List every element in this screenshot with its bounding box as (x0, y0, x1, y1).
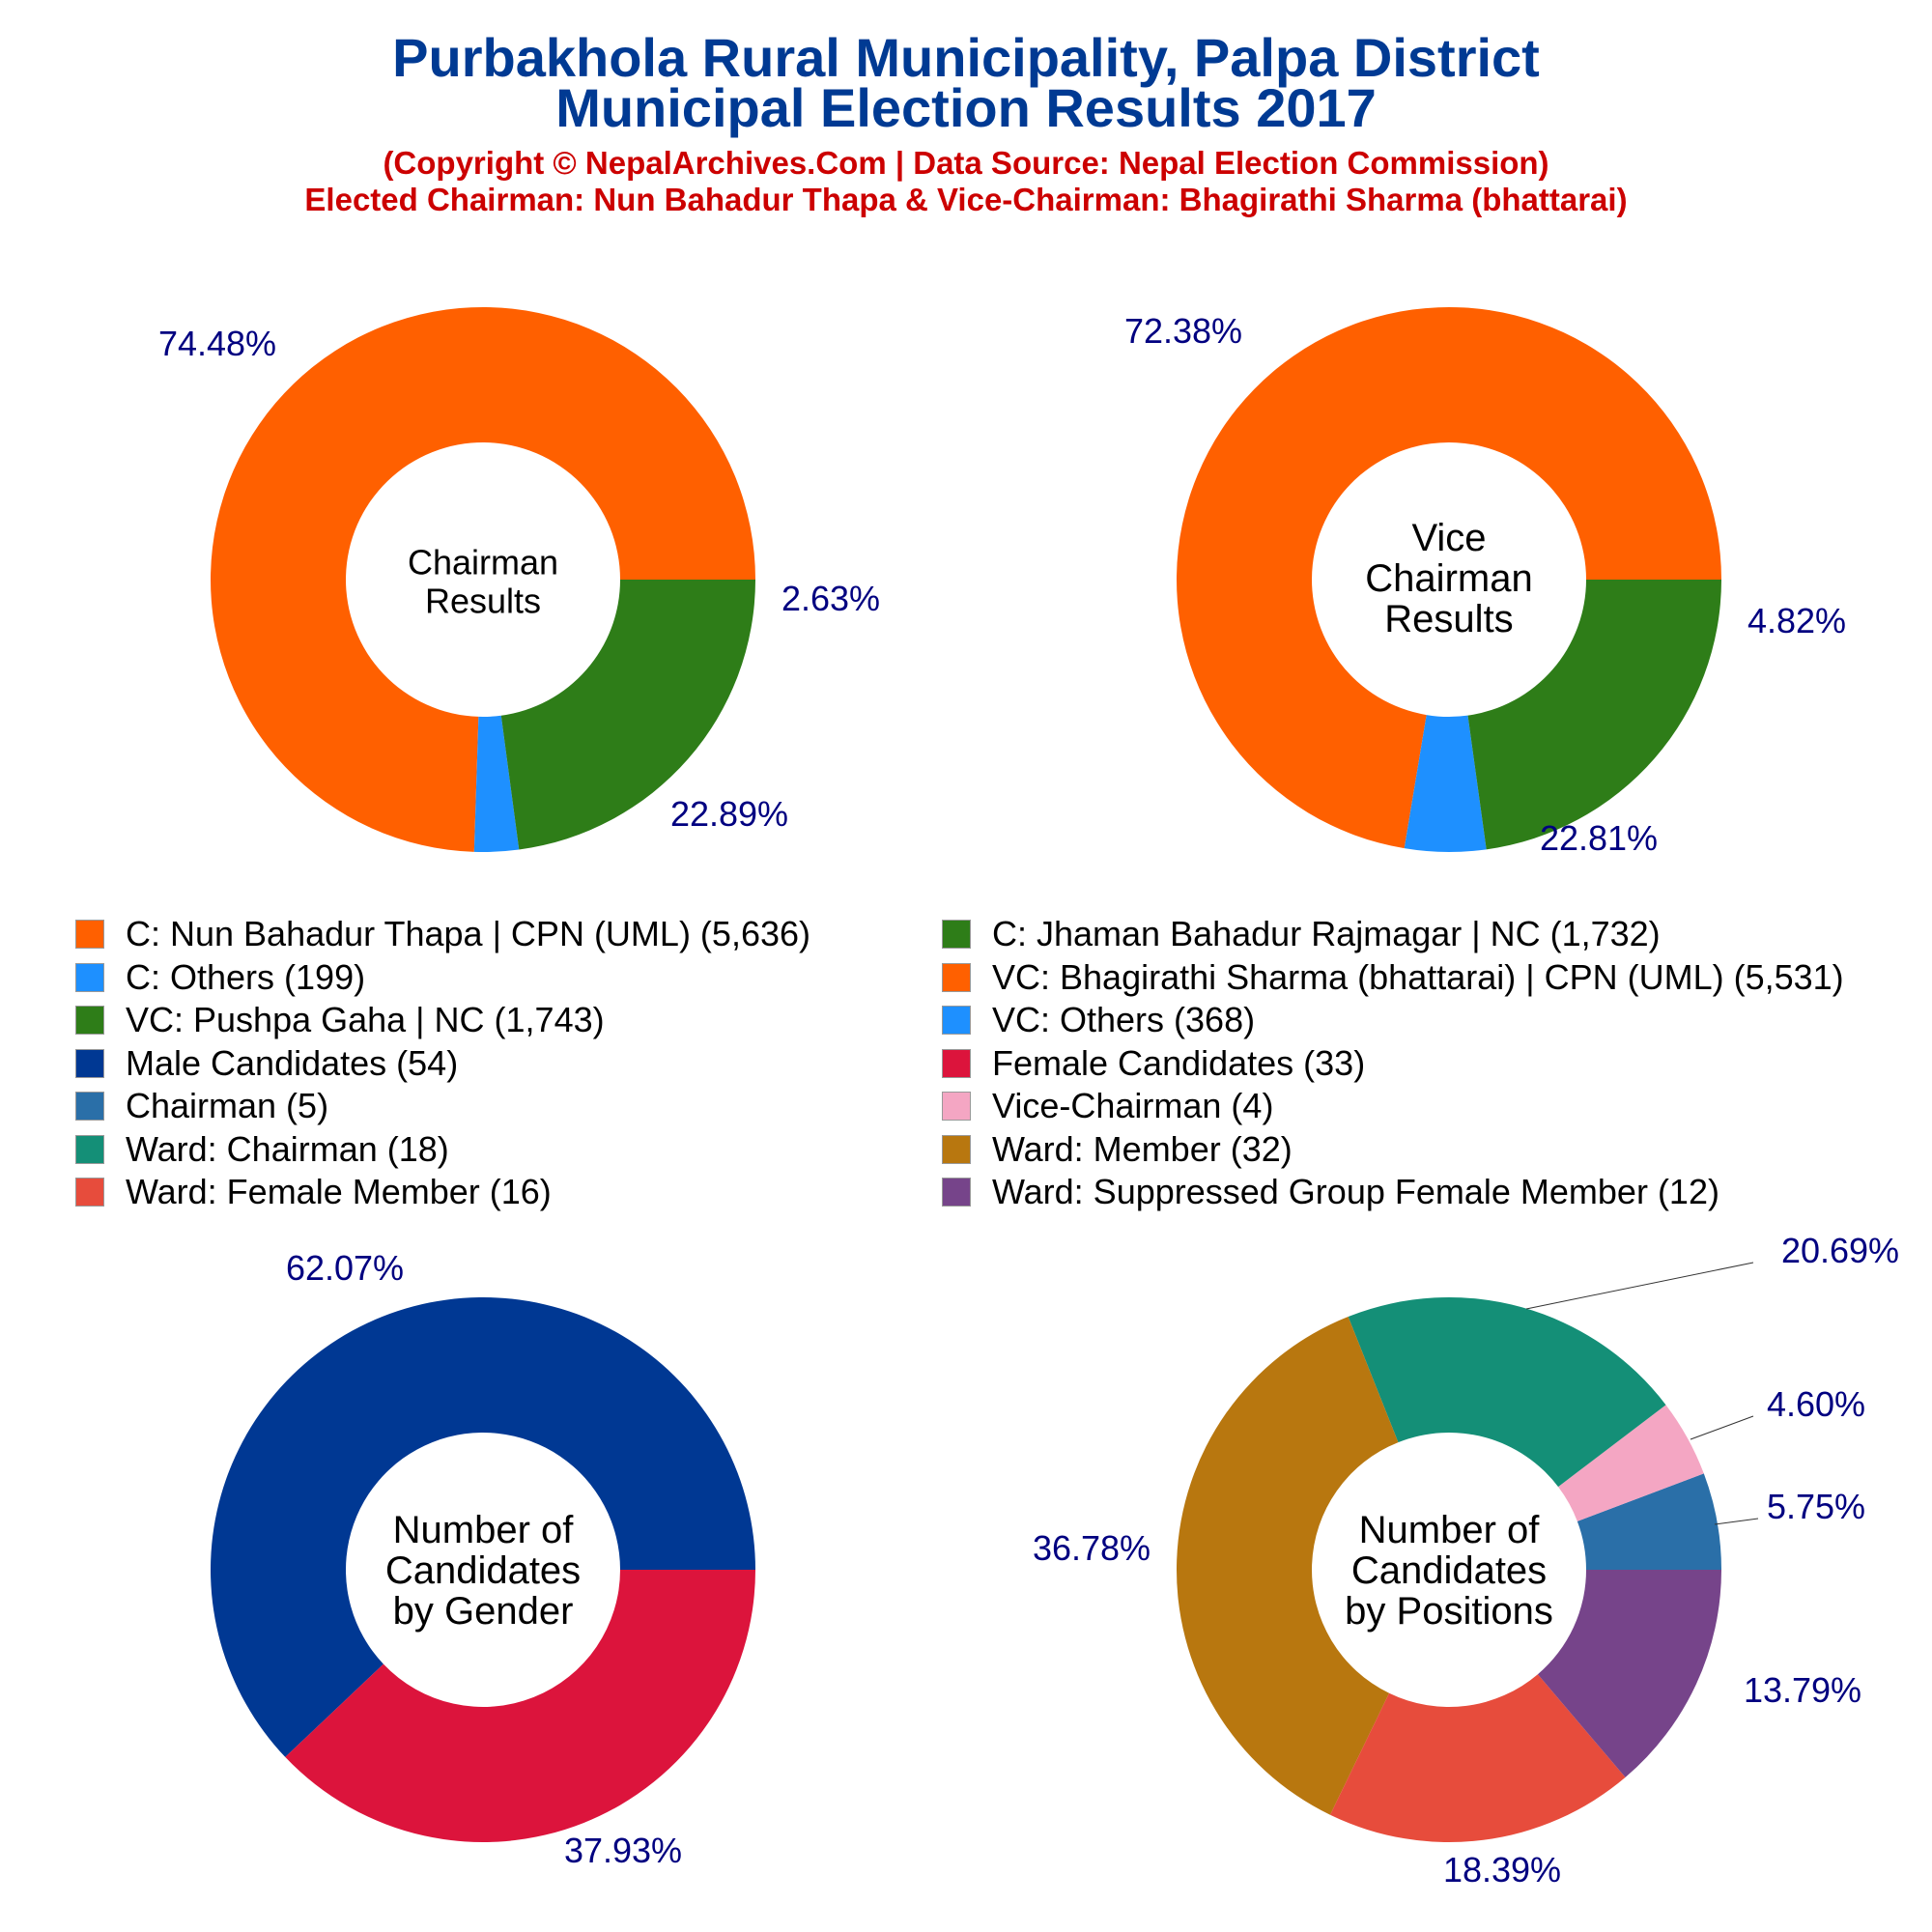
legend-item: Ward: Suppressed Group Female Member (12… (942, 1171, 1719, 1213)
center-label: Number of (393, 1509, 575, 1551)
pie-slice (1577, 1473, 1721, 1570)
legend-label: Ward: Suppressed Group Female Member (12… (992, 1172, 1719, 1211)
legend-label: C: Jhaman Bahadur Rajmagar | NC (1,732) (992, 914, 1661, 953)
slice-percent-label: 20.69% (1781, 1231, 1899, 1270)
pie-slice (500, 580, 755, 850)
legend-label: VC: Bhagirathi Sharma (bhattarai) | CPN … (992, 956, 1844, 997)
legend-swatch (75, 962, 104, 992)
legend-label: Vice-Chairman (4) (992, 1086, 1274, 1125)
legend-label: VC: Others (368) (992, 1000, 1256, 1039)
pie-slice (1404, 715, 1487, 852)
donut-chart-4: 5.75% 4.60% 20.69% 36.78% 18.39% 13.79% Number… (1033, 1231, 1899, 1889)
center-label: Vice (1411, 517, 1486, 559)
center-label: Chairman (1365, 557, 1532, 600)
pie-slice (1558, 1405, 1704, 1521)
legend-label: Ward: Member (32) (992, 1128, 1293, 1169)
chart-title-line1: Purbakhola Rural Municipality, Palpa Dis… (392, 27, 1540, 88)
slice-percent-label: 13.79% (1744, 1670, 1861, 1710)
legend-item: Chairman (5) (75, 1085, 328, 1127)
legend-swatch (942, 1092, 971, 1121)
slice-percent-label: 72.38% (1124, 311, 1242, 351)
leader-line (1690, 1415, 1754, 1440)
slice-percent-label: 36.78% (1033, 1528, 1151, 1568)
legend-swatch (942, 1134, 971, 1164)
legend-swatch (75, 1178, 104, 1207)
center-label: Number of (1359, 1509, 1541, 1551)
slice-percent-label: 37.93% (564, 1831, 682, 1870)
chart-subtitle-line2: Elected Chairman: Nun Bahadur Thapa & Vi… (304, 182, 1628, 217)
pie-slice (1537, 1570, 1721, 1777)
pie-slice (1329, 1674, 1626, 1842)
legend-item: Female Candidates (33) (942, 1042, 1365, 1085)
slice-percent-label: 4.82% (1747, 601, 1846, 640)
legend-label: VC: Pushpa Gaha | NC (1,743) (126, 1000, 605, 1039)
legend-label: Female Candidates (33) (992, 1042, 1366, 1083)
slice-percent-label: 2.63% (781, 579, 880, 618)
legend-swatch (75, 1092, 104, 1121)
pie-slice (285, 1570, 755, 1842)
center-label: Chairman (408, 543, 558, 582)
legend-item: C: Nun Bahadur Thapa | CPN (UML) (5,636) (75, 913, 810, 955)
legend-item: Vice-Chairman (4) (942, 1085, 1273, 1127)
legend-swatch (942, 1178, 971, 1207)
legend-swatch (75, 920, 104, 949)
legend-item: Male Candidates (54) (75, 1042, 458, 1085)
center-label: by Gender (393, 1590, 574, 1633)
legend-swatch (942, 962, 971, 992)
slice-percent-label: 18.39% (1443, 1850, 1561, 1889)
legend-item: C: Others (199) (75, 956, 365, 999)
legend-item: Ward: Chairman (18) (75, 1128, 449, 1171)
legend-label: C: Nun Bahadur Thapa | CPN (UML) (5,636) (126, 914, 810, 953)
center-label: by Positions (1345, 1590, 1553, 1633)
chart-title-line2: Municipal Election Results 2017 (555, 77, 1377, 138)
center-label: Candidates (1351, 1549, 1547, 1592)
slice-percent-label: 62.07% (286, 1248, 404, 1288)
slice-percent-label: 74.48% (158, 324, 276, 363)
pie-slice (1467, 580, 1721, 850)
center-label: Candidates (385, 1549, 581, 1592)
legend-item: VC: Bhagirathi Sharma (bhattarai) | CPN … (942, 956, 1844, 999)
center-label: Results (425, 582, 541, 621)
chart-subtitle-line1: (Copyright © NepalArchives.Com | Data So… (383, 145, 1549, 181)
leader-line (1525, 1262, 1754, 1310)
pie-slice (1176, 1317, 1399, 1815)
legend-label: Ward: Female Member (16) (126, 1172, 552, 1211)
legend-item: VC: Pushpa Gaha | NC (1,743) (75, 999, 605, 1041)
legend-label: Chairman (5) (126, 1086, 329, 1125)
leader-line (1714, 1518, 1759, 1525)
legend-swatch (942, 1006, 971, 1035)
slice-percent-label: 4.60% (1767, 1384, 1865, 1424)
slice-percent-label: 22.81% (1540, 818, 1658, 858)
legend-item: Ward: Female Member (16) (75, 1171, 552, 1213)
legend-label: Ward: Chairman (18) (126, 1128, 449, 1169)
pie-slice (210, 1297, 755, 1757)
legend-swatch (75, 1134, 104, 1164)
pie-slice (1348, 1297, 1666, 1488)
slice-percent-label: 22.89% (670, 794, 788, 834)
legend-label: Male Candidates (54) (126, 1042, 459, 1083)
legend-label: C: Others (199) (126, 956, 366, 997)
center-label: Results (1384, 598, 1513, 640)
legend-item: VC: Others (368) (942, 999, 1255, 1041)
legend-swatch (75, 1048, 104, 1078)
legend-swatch (942, 920, 971, 949)
legend-item: C: Jhaman Bahadur Rajmagar | NC (1,732) (942, 913, 1661, 955)
legend-swatch (942, 1048, 971, 1078)
pie-slice (210, 306, 756, 852)
slice-percent-label: 5.75% (1767, 1487, 1865, 1526)
legend-swatch (75, 1006, 104, 1035)
legend-item: Ward: Member (32) (942, 1128, 1293, 1171)
pie-slice (1176, 307, 1721, 849)
pie-slice (473, 715, 520, 852)
